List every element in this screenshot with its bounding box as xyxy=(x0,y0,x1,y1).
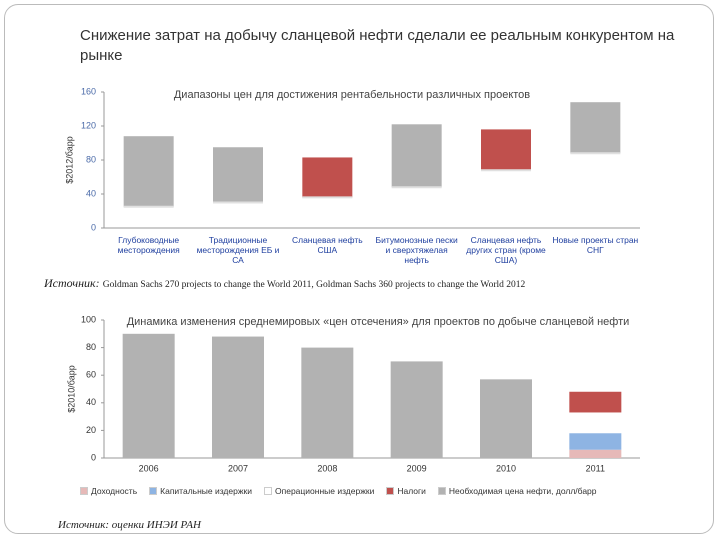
legend: Доходность Капитальные издержки Операционн… xyxy=(80,486,597,496)
x-tick-label: Новые проекты стран СНГ xyxy=(552,235,639,255)
x-tick-label: Сланцевая нефть других стран (кроме США) xyxy=(466,235,546,265)
x-tick-label: Битумонозные пески и сверхтяжелая нефть xyxy=(375,235,458,265)
bar-segment xyxy=(569,391,622,413)
legend-swatch xyxy=(80,487,88,495)
y-tick-label: 80 xyxy=(86,342,96,352)
range-bar xyxy=(481,129,531,171)
source-text: Goldman Sachs 270 projects to change the… xyxy=(102,280,526,290)
chart-title: Динамика изменения среднемировых «цен от… xyxy=(127,316,630,328)
legend-swatch xyxy=(437,487,446,495)
bar-segment xyxy=(390,361,443,458)
legend-swatch xyxy=(149,487,158,495)
x-tick-label: 2007 xyxy=(228,463,248,473)
range-bar xyxy=(302,157,353,198)
range-bar xyxy=(123,136,174,207)
x-tick-label: 2006 xyxy=(139,463,159,473)
y-tick-label: 40 xyxy=(86,188,96,198)
source-note: Источник: Goldman Sachs 270 projects to … xyxy=(44,276,525,291)
x-tick-label: 2011 xyxy=(586,463,605,473)
range-bar xyxy=(213,147,263,203)
bar-segment xyxy=(480,379,532,458)
legend-label: Необходимая цена нефти, долл/барр xyxy=(448,486,597,496)
bar-segment xyxy=(301,347,354,458)
slide-title: Снижение затрат на добычу сланцевой нефт… xyxy=(80,27,675,64)
range-bar xyxy=(570,102,621,154)
legend-swatch xyxy=(386,487,395,495)
legend-label: Операционные издержки xyxy=(275,486,375,496)
legend-item: Доходность xyxy=(80,486,137,496)
source-label: Источник: xyxy=(44,276,100,290)
y-tick-label: 60 xyxy=(86,370,96,380)
y-tick-label: 20 xyxy=(86,425,96,435)
y-axis-label: $2012/барр xyxy=(64,136,74,184)
bar-segment xyxy=(569,412,622,434)
y-tick-label: 160 xyxy=(81,86,96,96)
y-tick-label: 120 xyxy=(81,120,96,130)
legend-label: Капитальные издержки xyxy=(160,486,253,496)
bar-segment xyxy=(122,333,175,458)
x-tick-label: 2008 xyxy=(317,463,337,473)
slide-frame xyxy=(4,4,714,534)
bar-segment xyxy=(212,336,264,458)
source-note: Источник: оценки ИНЭИ РАН xyxy=(58,519,201,531)
y-tick-label: 0 xyxy=(91,222,96,232)
bar-segment xyxy=(569,433,622,450)
x-tick-label: 2009 xyxy=(407,463,427,473)
y-tick-label: 40 xyxy=(86,397,96,407)
chart-title: Диапазоны цен для достижения рентабельно… xyxy=(174,89,530,101)
x-tick-label: Глубоководные месторождения xyxy=(117,235,180,255)
y-tick-label: 0 xyxy=(91,452,96,462)
y-axis-label: $2010/барр xyxy=(66,365,76,413)
legend-label: Доходность xyxy=(91,486,138,496)
legend-swatch xyxy=(264,487,273,495)
legend-label: Налоги xyxy=(397,486,426,496)
range-bar xyxy=(391,124,442,188)
x-tick-label: Традиционные месторождения ЕБ и СА xyxy=(196,235,280,265)
y-tick-label: 100 xyxy=(81,314,96,324)
legend-item: Капитальные издержки xyxy=(149,486,252,496)
legend-item: Необходимая цена нефти, долл/барр xyxy=(437,486,597,496)
y-tick-label: 80 xyxy=(86,154,96,164)
x-tick-label: 2010 xyxy=(496,463,516,473)
legend-item: Операционные издержки xyxy=(264,486,374,496)
x-tick-label: Сланцевая нефть США xyxy=(291,235,363,255)
bar-segment xyxy=(569,449,622,458)
legend-item: Налоги xyxy=(386,486,426,496)
